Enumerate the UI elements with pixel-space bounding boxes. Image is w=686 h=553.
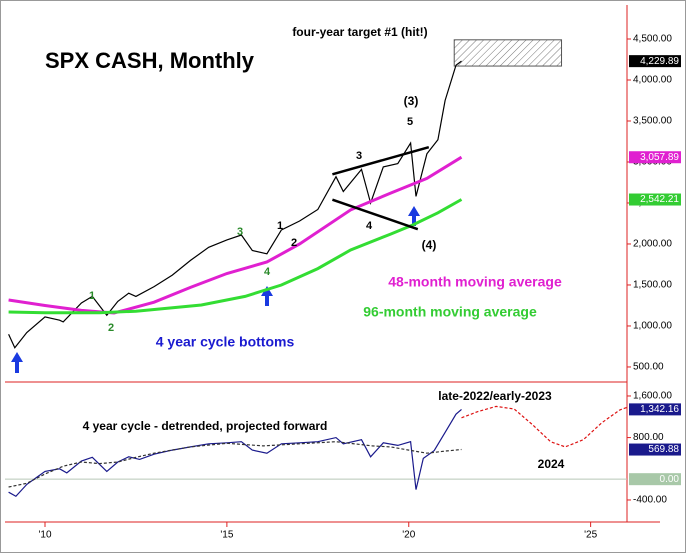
annotation: 5: [407, 116, 413, 128]
annotation: 2: [291, 237, 297, 249]
y-tick-label: 1,600.00: [633, 391, 672, 402]
y-tick-label: 4,000.00: [633, 75, 672, 86]
annotation: 4 year cycle - detrended, projected forw…: [83, 419, 328, 433]
annotation: 4 year cycle bottoms: [156, 334, 295, 350]
annotation: 2024: [538, 457, 565, 471]
trendline: [331, 198, 419, 231]
series-line: [8, 198, 463, 315]
last-value-label: 0.00: [660, 474, 680, 485]
trendline: [332, 145, 430, 176]
annotation: 4: [264, 266, 271, 278]
last-value-box: [629, 55, 681, 68]
y-tick-label: 1,000.00: [633, 321, 672, 332]
series-line: [461, 405, 628, 448]
y-tick-label: 3,500.00: [633, 116, 672, 127]
annotation: 48-month moving average: [388, 274, 562, 290]
last-value-label: 569.88: [648, 444, 679, 455]
annotation: four-year target #1 (hit!): [292, 25, 427, 39]
annotation: (3): [404, 94, 419, 108]
last-value-box: [629, 151, 681, 164]
y-tick-label: 1,500.00: [633, 280, 672, 291]
series-line: [8, 408, 462, 498]
series-line: [8, 155, 463, 315]
last-value-label: 1,342.16: [640, 404, 679, 415]
annotation: 4: [366, 220, 373, 232]
last-value-box: [629, 473, 681, 486]
last-value-label: 4,229.89: [640, 56, 679, 67]
series-line: [8, 441, 462, 488]
annotation: 2: [108, 322, 114, 334]
annotation: 3: [356, 150, 362, 162]
annotation: 96-month moving average: [363, 304, 537, 320]
y-tick-label: -400.00: [633, 495, 667, 506]
annotation: (4): [422, 238, 437, 252]
y-tick-label: 4,500.00: [633, 34, 672, 45]
last-value-box: [629, 403, 681, 416]
last-value-label: 3,057.89: [640, 152, 679, 163]
x-tick-label: '20: [402, 530, 415, 541]
y-tick-label: 800.00: [633, 432, 664, 443]
annotation: SPX CASH, Monthly: [45, 48, 255, 73]
last-value-label: 2,542.21: [640, 194, 679, 205]
x-tick-label: '15: [220, 530, 233, 541]
last-value-box: [629, 193, 681, 206]
last-value-box: [629, 443, 681, 456]
target-zone: [453, 39, 563, 67]
annotation: 3: [237, 226, 243, 238]
annotation: 1: [89, 290, 95, 302]
annotation: 1: [277, 220, 283, 232]
y-tick-label: 2,000.00: [633, 239, 672, 250]
annotation: late-2022/early-2023: [438, 389, 552, 403]
x-tick-label: '25: [584, 530, 597, 541]
x-tick-label: '10: [38, 530, 51, 541]
y-tick-label: 500.00: [633, 362, 664, 373]
arrow: [11, 352, 23, 373]
arrow: [408, 206, 420, 226]
